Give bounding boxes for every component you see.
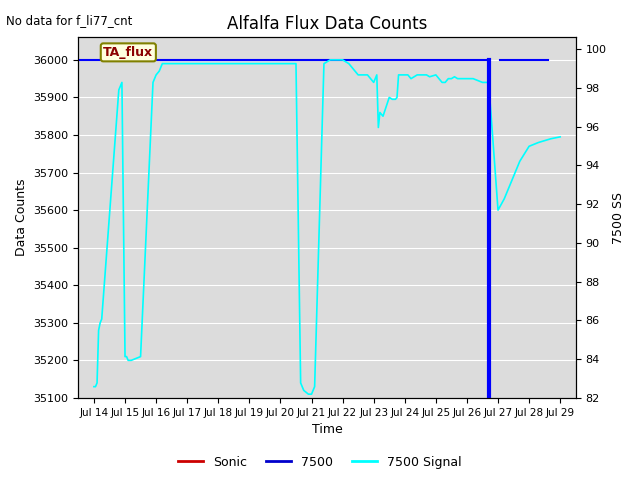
X-axis label: Time: Time [312, 423, 342, 436]
Title: Alfalfa Flux Data Counts: Alfalfa Flux Data Counts [227, 15, 428, 33]
Y-axis label: 7500 SS: 7500 SS [612, 192, 625, 244]
Y-axis label: Data Counts: Data Counts [15, 179, 28, 256]
Legend: Sonic, 7500, 7500 Signal: Sonic, 7500, 7500 Signal [173, 451, 467, 474]
Text: No data for f_li77_cnt: No data for f_li77_cnt [6, 14, 132, 27]
Text: TA_flux: TA_flux [103, 46, 154, 59]
